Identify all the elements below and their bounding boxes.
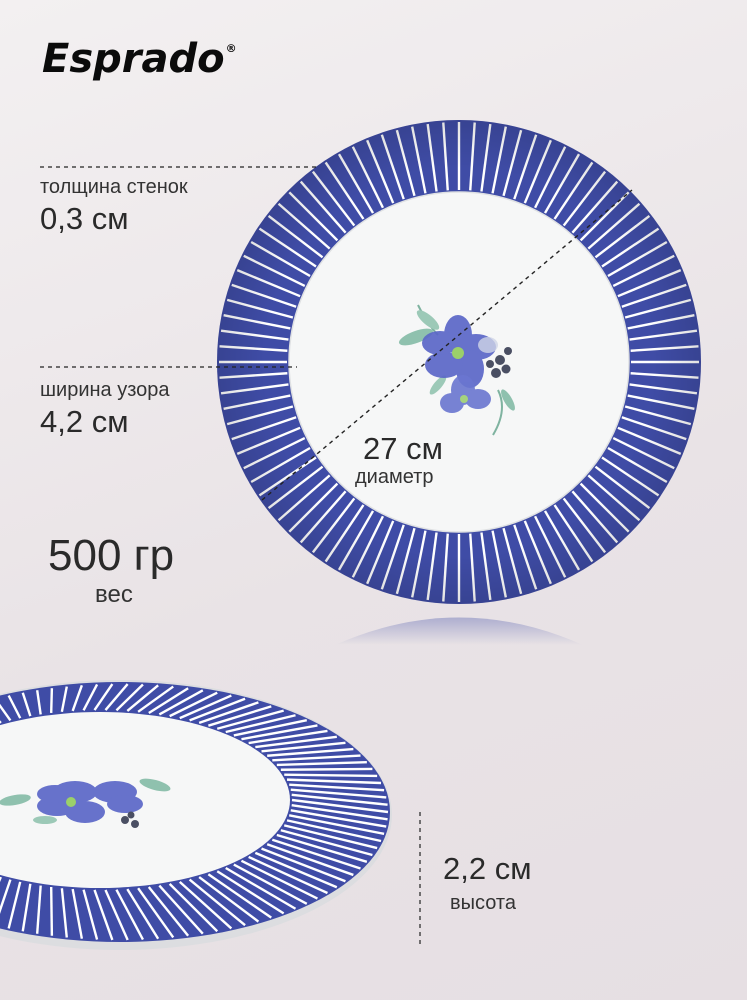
rim-stripes-bottom: [0, 683, 389, 941]
plate-reflection: [335, 617, 583, 645]
pattern-width-value: 4,2 см: [40, 404, 129, 439]
plate-center-bottom: [0, 712, 290, 888]
diameter-value: 27 см: [363, 431, 443, 466]
weight-value: 500 гр: [48, 531, 175, 580]
pattern-width-label: ширина узора: [40, 379, 170, 401]
wall-thickness-label: толщина стенок: [40, 176, 188, 198]
wall-thickness-value: 0,3 см: [40, 201, 129, 236]
weight-label: вес: [95, 581, 133, 608]
plate-side-view: [0, 680, 392, 950]
brand-logo: Esprado®: [42, 36, 237, 82]
height-value: 2,2 см: [443, 851, 532, 886]
height-label: высота: [450, 892, 516, 914]
flower-decoration-bottom-icon: [0, 778, 171, 828]
diameter-line: [261, 189, 633, 501]
diameter-label: диаметр: [355, 466, 434, 488]
plate-top-view: [217, 120, 701, 604]
